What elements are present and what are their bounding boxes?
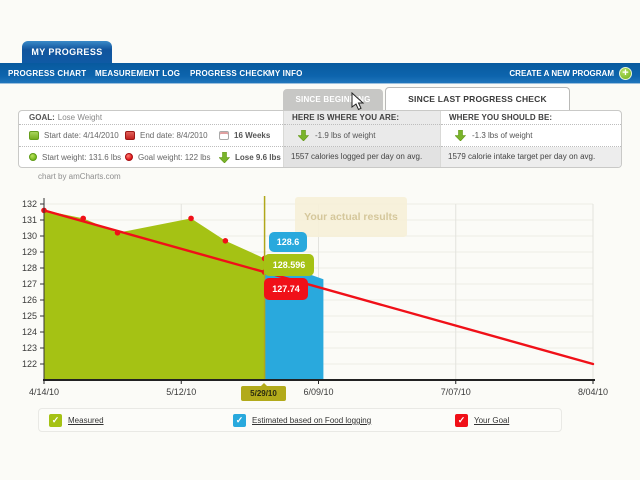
goal-checkbox-icon[interactable]: ✓ <box>455 414 468 427</box>
svg-text:129: 129 <box>22 247 37 257</box>
estimated-checkbox-icon[interactable]: ✓ <box>233 414 246 427</box>
legend-goal-label[interactable]: Your Goal <box>474 416 510 425</box>
svg-text:7/07/10: 7/07/10 <box>441 387 471 397</box>
legend-measured[interactable]: ✓ Measured <box>49 414 104 427</box>
legend-estimated-label[interactable]: Estimated based on Food logging <box>252 416 372 425</box>
legend-goal[interactable]: ✓ Your Goal <box>455 414 509 427</box>
measured-value-balloon: 128.596 <box>264 254 314 276</box>
start-weight-dot-icon <box>29 153 37 161</box>
svg-text:8/04/10: 8/04/10 <box>578 387 608 397</box>
lose-text: Lose 9.6 lbs <box>235 152 281 162</box>
here-column: HERE IS WHERE YOU ARE: -1.9 lbs of weigh… <box>283 111 441 167</box>
svg-text:5/12/10: 5/12/10 <box>166 387 196 397</box>
svg-text:4/14/10: 4/14/10 <box>29 387 59 397</box>
nav-progress-chart[interactable]: PROGRESS CHART <box>8 69 87 78</box>
goal-weight-dot-icon <box>125 153 133 161</box>
create-new-program-label: CREATE A NEW PROGRAM <box>509 69 614 78</box>
here-calories-text: 1557 calories logged per day on avg. <box>284 147 440 167</box>
mouse-cursor-icon <box>351 92 365 111</box>
legend-estimated[interactable]: ✓ Estimated based on Food logging <box>233 414 371 427</box>
tab-since-beginning[interactable]: SINCE BEGINNING <box>283 89 383 110</box>
start-weight-text: Start weight: 131.6 lbs <box>42 152 122 162</box>
tab-my-progress[interactable]: MY PROGRESS <box>22 41 112 63</box>
goal-weights-row: Start weight: 131.6 lbs Goal weight: 122… <box>19 147 283 167</box>
main-nav: PROGRESS CHART MEASUREMENT LOG PROGRESS … <box>0 63 640 84</box>
here-title: HERE IS WHERE YOU ARE: <box>284 111 440 125</box>
goal-header: GOAL: Lose Weight <box>19 111 283 125</box>
estimated-value-balloon: 128.6 <box>269 232 307 252</box>
summary-panel: GOAL: Lose Weight Start date: 4/14/2010 E… <box>18 110 622 168</box>
calendar-end-icon <box>125 131 135 140</box>
calendar-start-icon <box>29 131 39 140</box>
svg-text:130: 130 <box>22 231 37 241</box>
svg-text:124: 124 <box>22 327 37 337</box>
should-column: WHERE YOU SHOULD BE: -1.3 lbs of weight … <box>441 111 621 167</box>
measured-checkbox-icon[interactable]: ✓ <box>49 414 62 427</box>
down-arrow-icon <box>455 130 466 141</box>
down-arrow-icon <box>298 130 309 141</box>
should-calories-text: 1579 calorie intake target per day on av… <box>441 147 621 167</box>
create-new-program-button[interactable]: CREATE A NEW PROGRAM + <box>509 63 632 84</box>
nav-measurement-log[interactable]: MEASUREMENT LOG <box>95 69 181 78</box>
goal-dates-row: Start date: 4/14/2010 End date: 8/4/2010… <box>19 125 283 147</box>
tab-since-last-progress-check[interactable]: SINCE LAST PROGRESS CHECK <box>385 87 570 110</box>
duration-text: 16 Weeks <box>234 131 271 140</box>
here-weight-text: -1.9 lbs of weight <box>315 131 376 140</box>
fading-tooltip: Your actual results <box>295 197 407 237</box>
calendar-weeks-icon <box>219 131 229 140</box>
nav-progress-check[interactable]: PROGRESS CHECK <box>190 69 269 78</box>
svg-text:131: 131 <box>22 215 37 225</box>
start-date-text: Start date: 4/14/2010 <box>44 131 119 140</box>
nav-my-info[interactable]: MY INFO <box>268 69 303 78</box>
should-weight-text: -1.3 lbs of weight <box>472 131 533 140</box>
legend-measured-label[interactable]: Measured <box>68 416 104 425</box>
end-date-text: End date: 8/4/2010 <box>140 131 208 140</box>
svg-text:6/09/10: 6/09/10 <box>303 387 333 397</box>
weight-chart[interactable]: 132 131 130 129 128 127 126 125 124 123 122 4/14/10… <box>0 190 640 440</box>
svg-text:128: 128 <box>22 263 37 273</box>
svg-text:125: 125 <box>22 311 37 321</box>
svg-text:123: 123 <box>22 343 37 353</box>
chart-legend: ✓ Measured ✓ Estimated based on Food log… <box>38 408 562 432</box>
svg-text:126: 126 <box>22 295 37 305</box>
goal-value-balloon: 127.74 <box>264 278 308 300</box>
goal-label: GOAL: <box>29 113 55 122</box>
svg-text:122: 122 <box>22 359 37 369</box>
svg-text:132: 132 <box>22 199 37 209</box>
cursor-date-balloon: 5/29/10 <box>241 383 286 401</box>
amcharts-credit-link[interactable]: chart by amCharts.com <box>38 172 121 181</box>
goal-value: Lose Weight <box>57 113 103 122</box>
goal-weight-text: Goal weight: 122 lbs <box>138 152 211 162</box>
goal-column: GOAL: Lose Weight Start date: 4/14/2010 E… <box>19 111 283 167</box>
should-title: WHERE YOU SHOULD BE: <box>441 111 621 125</box>
svg-text:127: 127 <box>22 279 37 289</box>
down-arrow-icon <box>219 151 230 163</box>
plus-icon: + <box>619 67 632 80</box>
